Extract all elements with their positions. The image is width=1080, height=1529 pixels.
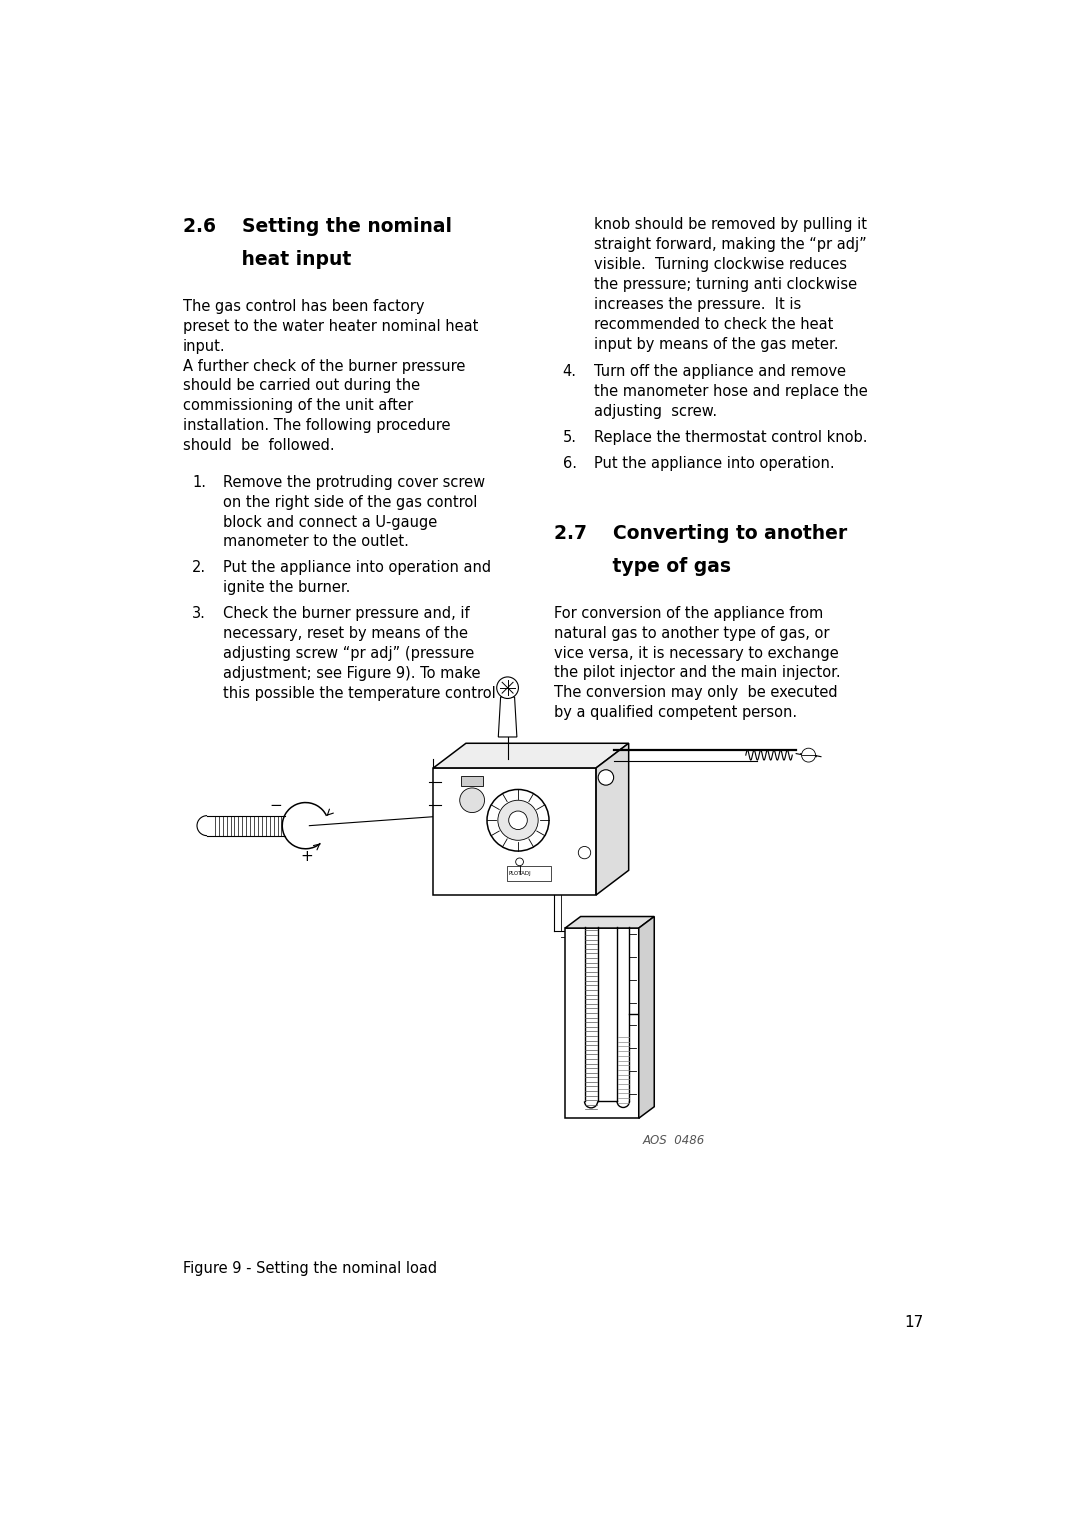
- Polygon shape: [596, 743, 629, 894]
- Text: increases the pressure.  It is: increases the pressure. It is: [594, 297, 801, 312]
- Text: the pilot injector and the main injector.: the pilot injector and the main injector…: [554, 665, 840, 680]
- Text: Turn off the appliance and remove: Turn off the appliance and remove: [594, 364, 846, 379]
- Text: knob should be removed by pulling it: knob should be removed by pulling it: [594, 217, 867, 232]
- Text: natural gas to another type of gas, or: natural gas to another type of gas, or: [554, 625, 829, 641]
- Text: Put the appliance into operation.: Put the appliance into operation.: [594, 456, 835, 471]
- Circle shape: [598, 769, 613, 786]
- Text: this possible the temperature control: this possible the temperature control: [224, 687, 496, 700]
- Text: 6.: 6.: [563, 456, 577, 471]
- Text: +: +: [300, 849, 313, 864]
- Text: AOS  0486: AOS 0486: [643, 1133, 705, 1147]
- Polygon shape: [461, 775, 483, 786]
- Polygon shape: [433, 768, 596, 894]
- Text: −: −: [270, 798, 283, 813]
- Text: heat input: heat input: [183, 249, 351, 269]
- Text: 2.6    Setting the nominal: 2.6 Setting the nominal: [183, 217, 453, 237]
- Polygon shape: [565, 916, 654, 928]
- Text: necessary, reset by means of the: necessary, reset by means of the: [224, 627, 469, 641]
- Text: The conversion may only  be executed: The conversion may only be executed: [554, 685, 837, 700]
- Text: 17: 17: [905, 1315, 924, 1330]
- Text: input.: input.: [183, 339, 226, 353]
- Circle shape: [487, 789, 549, 852]
- Text: The gas control has been factory: The gas control has been factory: [183, 300, 424, 313]
- Text: 4.: 4.: [563, 364, 577, 379]
- Circle shape: [460, 787, 485, 812]
- Circle shape: [509, 810, 527, 830]
- Polygon shape: [638, 916, 654, 1118]
- Text: should be carried out during the: should be carried out during the: [183, 379, 420, 393]
- Text: block and connect a U-gauge: block and connect a U-gauge: [224, 515, 437, 529]
- Text: by a qualified competent person.: by a qualified competent person.: [554, 705, 797, 720]
- Text: adjustment; see Figure 9). To make: adjustment; see Figure 9). To make: [224, 667, 481, 680]
- Text: 2.: 2.: [192, 561, 206, 575]
- Text: Replace the thermostat control knob.: Replace the thermostat control knob.: [594, 430, 867, 445]
- Text: straight forward, making the “pr adj”: straight forward, making the “pr adj”: [594, 237, 866, 252]
- Text: adjusting screw “pr adj” (pressure: adjusting screw “pr adj” (pressure: [224, 647, 474, 661]
- Text: recommended to check the heat: recommended to check the heat: [594, 317, 833, 332]
- Circle shape: [801, 748, 815, 761]
- Text: For conversion of the appliance from: For conversion of the appliance from: [554, 605, 823, 621]
- Text: manometer to the outlet.: manometer to the outlet.: [224, 535, 409, 549]
- Polygon shape: [498, 697, 517, 737]
- Text: the manometer hose and replace the: the manometer hose and replace the: [594, 384, 867, 399]
- Text: A further check of the burner pressure: A further check of the burner pressure: [183, 359, 465, 373]
- Text: Remove the protruding cover screw: Remove the protruding cover screw: [224, 476, 486, 489]
- Text: Put the appliance into operation and: Put the appliance into operation and: [224, 561, 491, 575]
- Circle shape: [497, 677, 518, 699]
- Text: on the right side of the gas control: on the right side of the gas control: [224, 495, 477, 509]
- Text: 2.7    Converting to another: 2.7 Converting to another: [554, 524, 847, 543]
- Text: installation. The following procedure: installation. The following procedure: [183, 417, 450, 433]
- Text: input by means of the gas meter.: input by means of the gas meter.: [594, 336, 838, 352]
- Polygon shape: [565, 928, 638, 1118]
- Text: the pressure; turning anti clockwise: the pressure; turning anti clockwise: [594, 277, 856, 292]
- Text: 5.: 5.: [563, 430, 577, 445]
- Text: should  be  followed.: should be followed.: [183, 437, 335, 453]
- Polygon shape: [433, 743, 629, 768]
- Text: preset to the water heater nominal heat: preset to the water heater nominal heat: [183, 320, 478, 333]
- Text: PLOTADJ: PLOTADJ: [509, 872, 531, 876]
- Text: 1.: 1.: [192, 476, 206, 489]
- Text: adjusting  screw.: adjusting screw.: [594, 404, 717, 419]
- Text: 3.: 3.: [192, 607, 206, 621]
- Text: commissioning of the unit after: commissioning of the unit after: [183, 399, 414, 413]
- Text: ignite the burner.: ignite the burner.: [224, 581, 351, 595]
- Text: Check the burner pressure and, if: Check the burner pressure and, if: [224, 607, 470, 621]
- Text: visible.  Turning clockwise reduces: visible. Turning clockwise reduces: [594, 257, 847, 272]
- Text: Figure 9 - Setting the nominal load: Figure 9 - Setting the nominal load: [183, 1261, 437, 1275]
- Circle shape: [498, 800, 538, 841]
- Text: type of gas: type of gas: [554, 557, 730, 575]
- Text: vice versa, it is necessary to exchange: vice versa, it is necessary to exchange: [554, 645, 838, 661]
